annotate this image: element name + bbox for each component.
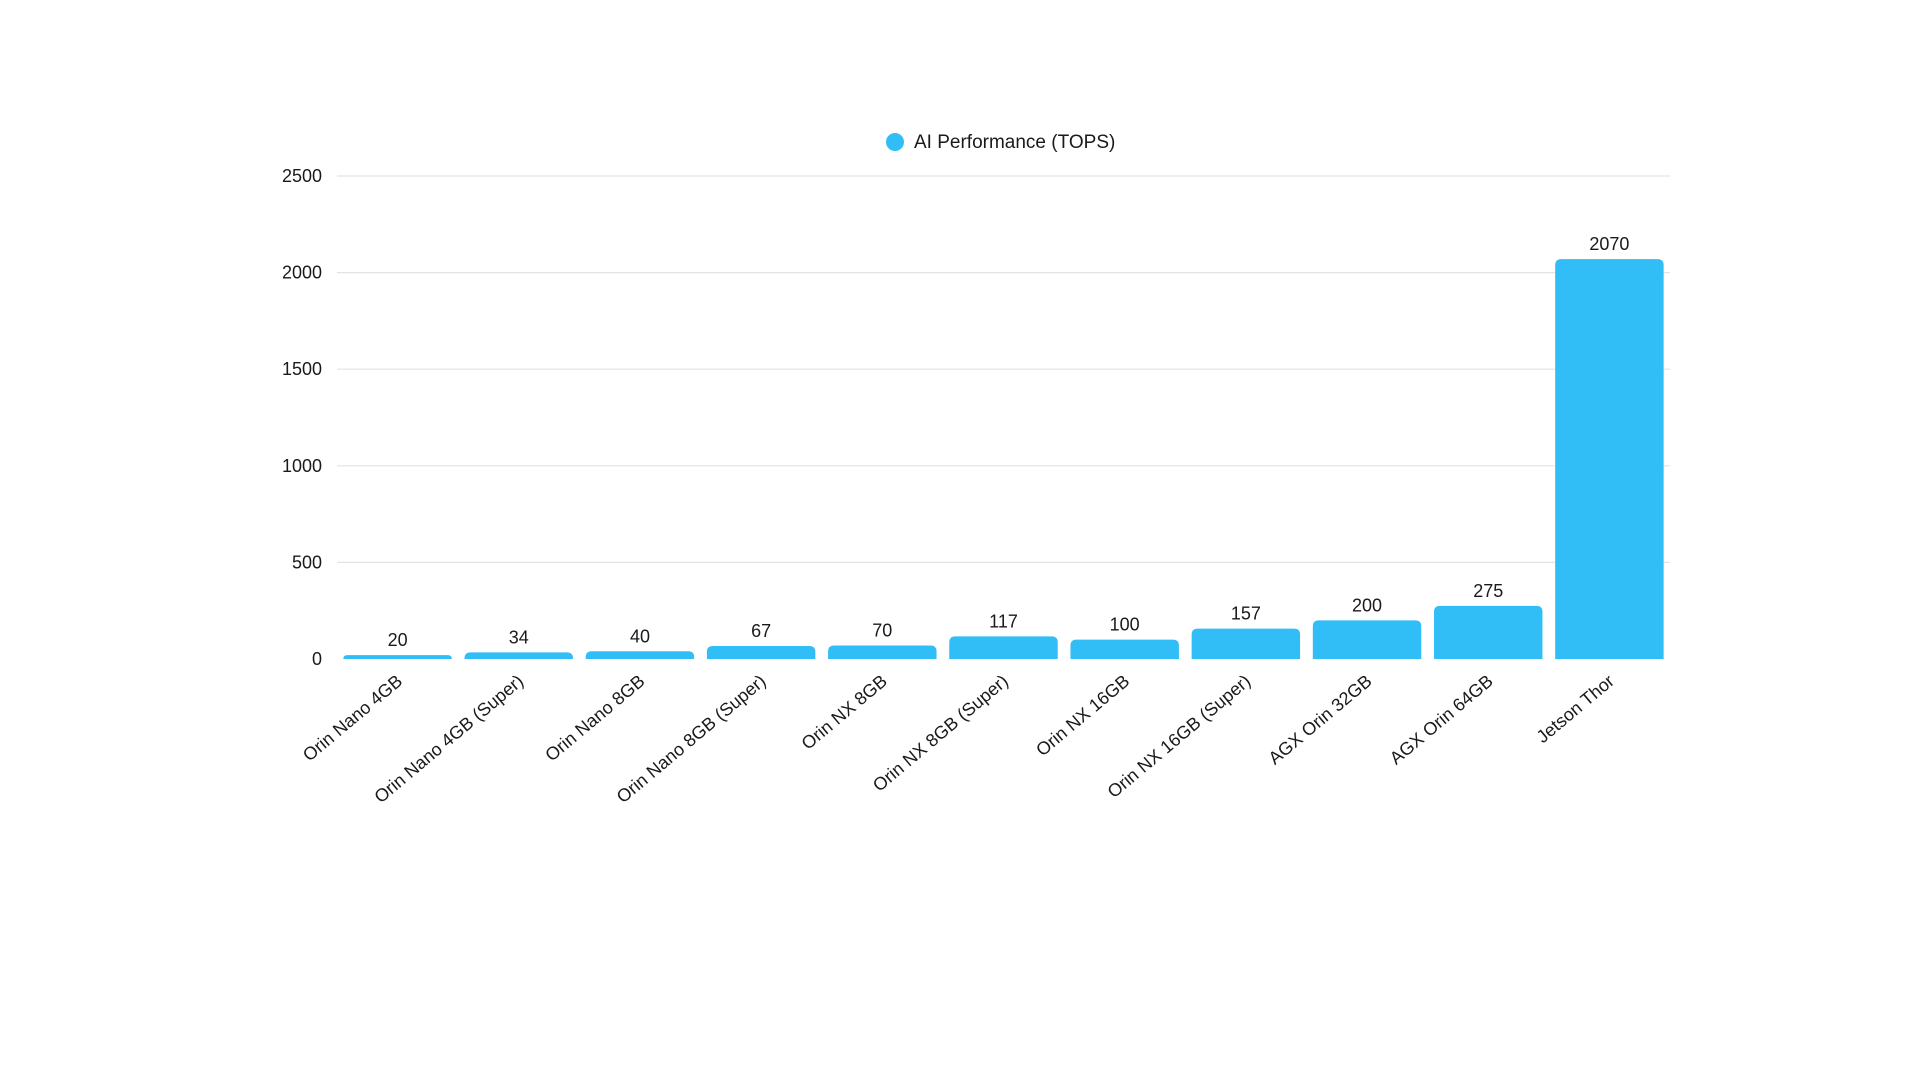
bar-value-label: 157 bbox=[1231, 604, 1261, 624]
y-tick-label: 500 bbox=[292, 552, 322, 572]
bar[interactable] bbox=[464, 652, 574, 659]
x-tick-label: Orin NX 8GB (Super) bbox=[869, 671, 1012, 796]
y-tick-label: 0 bbox=[312, 649, 322, 669]
x-tick-label: Orin NX 8GB bbox=[798, 671, 891, 754]
bar-value-label: 2070 bbox=[1589, 234, 1629, 254]
bar[interactable] bbox=[343, 655, 452, 659]
y-tick-label: 2500 bbox=[282, 166, 322, 186]
bar-value-label: 117 bbox=[989, 611, 1018, 631]
x-tick-label: AGX Orin 64GB bbox=[1386, 671, 1497, 769]
x-tick-label: Orin NX 16GB bbox=[1032, 671, 1133, 760]
legend-swatch-icon bbox=[886, 133, 904, 151]
bars bbox=[343, 259, 1664, 659]
bar-value-label: 70 bbox=[872, 620, 892, 640]
y-tick-label: 1500 bbox=[282, 359, 322, 379]
bar[interactable] bbox=[1555, 259, 1664, 659]
y-tick-label: 2000 bbox=[282, 263, 322, 283]
bar-value-label: 200 bbox=[1352, 595, 1382, 615]
bar[interactable] bbox=[949, 636, 1058, 659]
bar-value-label: 34 bbox=[509, 627, 529, 647]
x-tick-label: AGX Orin 32GB bbox=[1265, 671, 1376, 769]
bar-value-label: 100 bbox=[1110, 615, 1140, 635]
bar[interactable] bbox=[1070, 639, 1179, 659]
bar[interactable] bbox=[706, 646, 816, 659]
gridlines bbox=[337, 175, 1670, 564]
x-tick-label: Jetson Thor bbox=[1533, 671, 1618, 747]
bar-value-label: 275 bbox=[1473, 581, 1503, 601]
bar[interactable] bbox=[1312, 620, 1422, 659]
x-tick-label: Orin Nano 8GB bbox=[541, 671, 648, 765]
bar-value-label: 20 bbox=[388, 630, 408, 650]
data-labels: 20 34 40 67 70 117 100 157 200 275 2070 bbox=[388, 234, 1630, 650]
y-axis: 0 500 1000 1500 2000 2500 bbox=[282, 166, 322, 669]
bar-value-label: 40 bbox=[630, 626, 650, 646]
bar[interactable] bbox=[585, 651, 695, 659]
x-tick-label: Orin Nano 4GB bbox=[299, 671, 406, 765]
bar[interactable] bbox=[1191, 628, 1301, 659]
legend-label: AI Performance (TOPS) bbox=[914, 132, 1115, 153]
legend[interactable]: AI Performance (TOPS) bbox=[886, 132, 1115, 153]
y-tick-label: 1000 bbox=[282, 456, 322, 476]
bar[interactable] bbox=[1433, 605, 1543, 659]
bar-value-label: 67 bbox=[751, 621, 771, 641]
bar[interactable] bbox=[828, 645, 937, 659]
